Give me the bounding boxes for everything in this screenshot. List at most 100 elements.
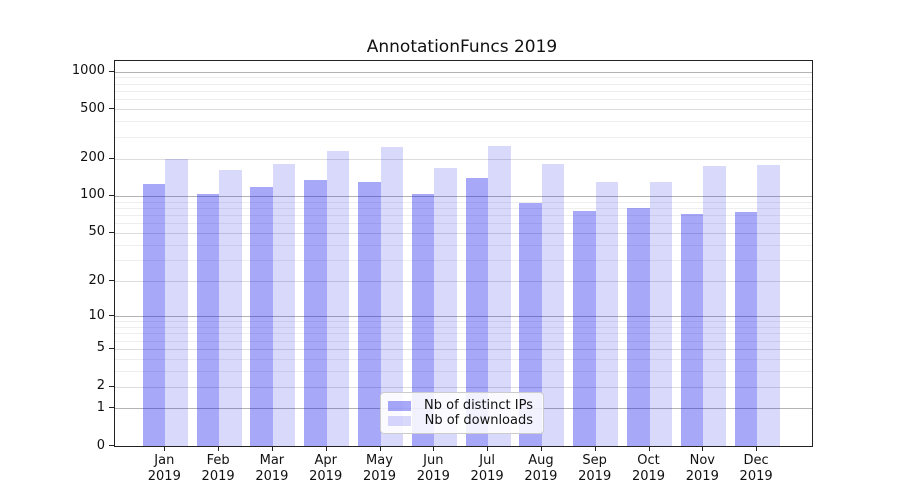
- y-tick-2: [109, 385, 114, 387]
- y-tick-label-10: 10: [88, 307, 105, 323]
- gridline-80: [115, 207, 812, 209]
- bar-sep-ips: [573, 211, 596, 446]
- bar-dec-downloads: [757, 165, 780, 446]
- x-tick-jan: [164, 446, 166, 451]
- bar-aug-downloads: [541, 164, 565, 446]
- x-tick-label-may: May 2019: [345, 453, 415, 485]
- bar-mar-ips: [250, 187, 273, 446]
- bar-jul-downloads: [488, 146, 511, 446]
- y-tick-200: [109, 157, 114, 159]
- legend-swatch-distinct-ips: [388, 400, 411, 411]
- x-tick-year: 2019: [685, 469, 719, 484]
- x-tick-year: 2019: [578, 469, 612, 484]
- x-tick-month: Jan: [154, 453, 175, 468]
- gridline-1000: [115, 71, 812, 73]
- gridline-60: [115, 223, 812, 225]
- y-tick-0: [109, 445, 114, 446]
- x-tick-dec: [756, 446, 758, 451]
- bar-jun-ips: [411, 193, 435, 446]
- x-tick-month: Feb: [206, 453, 230, 468]
- gridline-700: [115, 90, 812, 92]
- gridline-400: [115, 121, 812, 123]
- x-tick-month: Jul: [479, 453, 495, 468]
- bar-may-downloads: [380, 146, 403, 446]
- x-tick-jul: [487, 446, 489, 451]
- bar-oct-ips: [627, 207, 650, 446]
- legend-label-downloads: Nb of downloads: [424, 413, 533, 428]
- bar-jan-ips: [142, 183, 166, 446]
- x-tick-label-jan: Jan 2019: [129, 453, 199, 485]
- y-tick-label-1: 1: [96, 399, 105, 415]
- y-tick-label-0: 0: [96, 437, 105, 453]
- x-tick-label-jun: Jun 2019: [398, 453, 468, 485]
- x-tick-apr: [325, 446, 327, 451]
- x-tick-label-dec: Dec 2019: [721, 453, 791, 485]
- gridline-2: [115, 386, 812, 388]
- gridline-50: [115, 232, 812, 234]
- x-tick-month: Nov: [689, 453, 715, 468]
- x-tick-year: 2019: [470, 469, 504, 484]
- y-tick-label-1000: 1000: [71, 63, 105, 78]
- gridline-600: [115, 99, 812, 101]
- x-tick-may: [379, 446, 381, 451]
- gridline-90: [115, 201, 812, 203]
- x-tick-aug: [540, 446, 542, 451]
- x-tick-year: 2019: [201, 469, 235, 484]
- x-tick-oct: [648, 446, 650, 451]
- x-tick-year: 2019: [147, 469, 181, 484]
- bar-oct-downloads: [649, 181, 672, 446]
- x-tick-month: Oct: [637, 453, 660, 468]
- x-tick-year: 2019: [255, 469, 289, 484]
- bar-aug-ips: [519, 202, 542, 446]
- y-tick-10: [109, 315, 114, 316]
- x-tick-nov: [702, 446, 704, 451]
- legend-swatch-downloads: [388, 415, 411, 426]
- gridline-8: [115, 326, 812, 328]
- x-tick-year: 2019: [631, 469, 666, 484]
- gridline-200: [115, 158, 812, 160]
- x-tick-mar: [271, 446, 273, 451]
- gridline-7: [115, 333, 812, 335]
- bars-layer: [115, 61, 812, 446]
- gridline-30: [115, 259, 812, 261]
- x-tick-year: 2019: [524, 469, 558, 484]
- bar-nov-ips: [680, 213, 704, 446]
- x-tick-label-oct: Oct 2019: [614, 453, 684, 485]
- x-tick-label-nov: Nov 2019: [667, 453, 737, 485]
- gridline-40: [115, 244, 812, 246]
- chart-title: AnnotationFuncs 2019: [366, 37, 558, 57]
- x-tick-feb: [218, 446, 220, 451]
- bar-apr-ips: [304, 179, 327, 446]
- bar-jul-ips: [465, 178, 489, 446]
- gridline-100: [115, 195, 812, 197]
- x-tick-month: Aug: [528, 453, 554, 468]
- gridline-20: [115, 281, 812, 282]
- bar-may-ips: [358, 181, 381, 446]
- x-tick-sep: [594, 446, 596, 451]
- gridline-4: [115, 358, 812, 360]
- y-tick-label-100: 100: [80, 187, 105, 203]
- gridline-10: [115, 316, 812, 317]
- x-tick-label-aug: Aug 2019: [506, 453, 576, 485]
- x-tick-year: 2019: [416, 469, 450, 484]
- x-tick-month: May: [366, 453, 393, 468]
- gridline-900: [115, 77, 812, 79]
- legend-item-distinct-ips: Nb of distinct IPs: [388, 398, 533, 413]
- gridline-5: [115, 348, 812, 350]
- x-tick-label-feb: Feb 2019: [183, 453, 253, 485]
- x-tick-month: Dec: [743, 453, 769, 468]
- y-tick-label-5: 5: [96, 340, 105, 356]
- y-tick-500: [109, 108, 114, 110]
- legend-item-downloads: Nb of downloads: [388, 413, 533, 428]
- bar-feb-downloads: [219, 170, 242, 446]
- y-tick-label-50: 50: [88, 224, 105, 240]
- gridline-9: [115, 321, 812, 323]
- y-tick-label-500: 500: [80, 100, 105, 116]
- bar-mar-downloads: [272, 163, 296, 446]
- gridline-500: [115, 109, 812, 111]
- bar-jun-downloads: [434, 168, 457, 446]
- x-tick-year: 2019: [309, 469, 343, 484]
- legend: Nb of distinct IPs Nb of downloads: [380, 392, 544, 434]
- y-tick-5: [109, 347, 114, 349]
